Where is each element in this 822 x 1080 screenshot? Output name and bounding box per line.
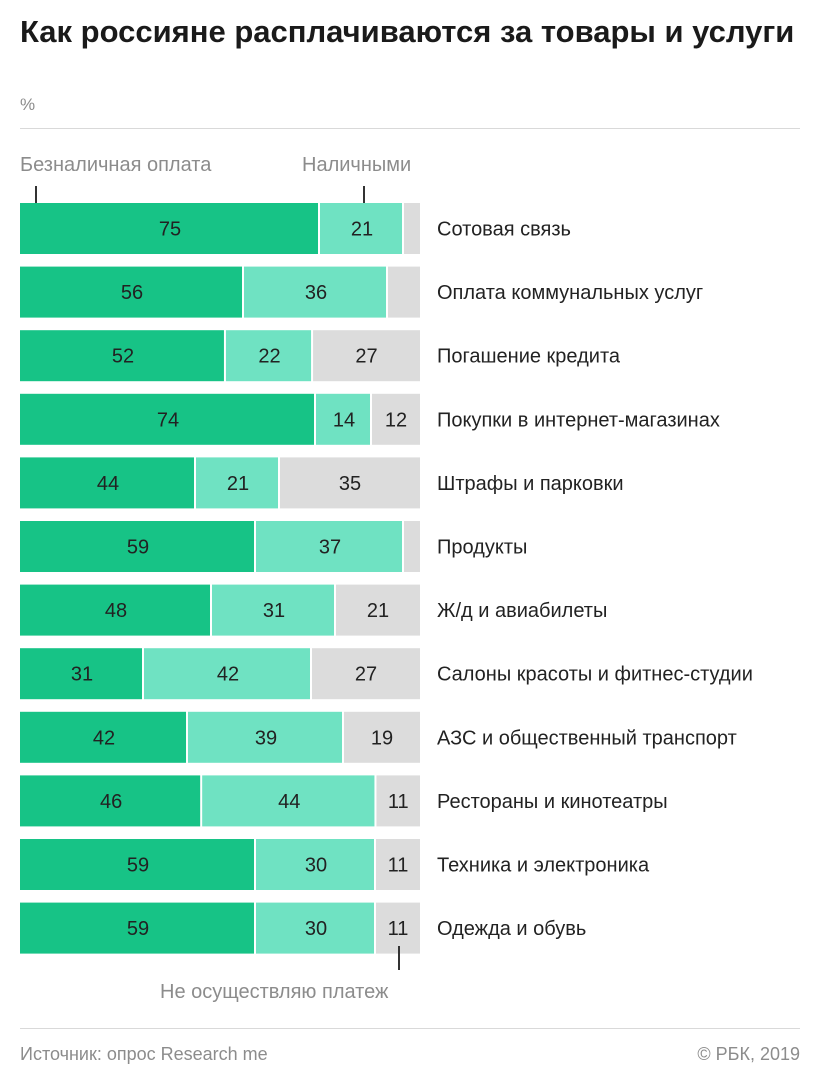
value-label: 59 (127, 537, 149, 559)
bar-segment (212, 584, 334, 636)
bar-segment (372, 393, 420, 445)
bar-segment (404, 521, 420, 572)
bar-segment (196, 457, 278, 509)
value-label: 59 (127, 918, 149, 940)
bar-segment (20, 203, 318, 254)
value-label: 27 (355, 664, 377, 686)
value-label: 36 (305, 282, 327, 304)
bar-segment (188, 711, 342, 763)
value-label: 42 (93, 727, 115, 749)
category-label: Техника и электроника (437, 855, 650, 877)
bar-segment (202, 775, 375, 827)
value-label: 11 (388, 791, 409, 813)
stacked-bar-chart: 75 21 Сотовая связь 56 36 Оплата коммунальных… (20, 203, 753, 954)
bar-segment (256, 902, 374, 954)
category-label: Штрафы и парковки (437, 473, 624, 495)
bar-segment (20, 902, 254, 954)
bar-segment (256, 521, 402, 572)
bar-segment (404, 203, 420, 254)
bar-segment (20, 775, 201, 827)
value-label: 11 (388, 855, 409, 877)
bar-segment (20, 839, 254, 890)
value-label: 27 (355, 346, 377, 368)
category-label: Покупки в интернет-магазинах (437, 409, 720, 431)
value-label: 21 (367, 600, 389, 622)
value-label: 59 (127, 855, 149, 877)
value-label: 11 (388, 918, 409, 940)
category-label: Ж/д и авиабилеты (437, 600, 607, 622)
bar-segment (316, 393, 370, 445)
value-label: 74 (157, 409, 179, 431)
bar-segment (20, 266, 242, 318)
bar-segment (313, 330, 420, 382)
bar-segment (376, 775, 420, 827)
bar-segment (376, 902, 420, 954)
value-label: 56 (121, 282, 143, 304)
category-label: Оплата коммунальных услуг (437, 282, 703, 304)
bar-segment (280, 457, 420, 509)
value-label: 30 (305, 918, 327, 940)
category-label: Погашение кредита (437, 346, 621, 368)
bar-segment (388, 266, 420, 318)
bar-segment (256, 839, 374, 890)
value-label: 44 (97, 473, 119, 495)
bottom-divider (20, 1028, 800, 1029)
value-label: 12 (385, 409, 407, 431)
value-label: 52 (112, 346, 134, 368)
bar-segment (244, 266, 386, 318)
chart-title: Как россияне расплачиваются за товары и … (20, 14, 795, 49)
value-label: 30 (305, 855, 327, 877)
unit-label: % (20, 95, 36, 114)
bar-segment (336, 584, 420, 636)
top-divider (20, 128, 800, 129)
bar-segment (312, 648, 420, 700)
value-label: 39 (255, 727, 277, 749)
bar-segment (376, 839, 420, 890)
value-label: 44 (278, 791, 300, 813)
value-label: 21 (227, 473, 249, 495)
bar-segment (20, 521, 254, 572)
value-label: 19 (371, 727, 393, 749)
value-label: 37 (319, 537, 341, 559)
bar-segment (144, 648, 310, 700)
legend-none-tick (398, 946, 400, 970)
category-label: Сотовая связь (437, 219, 571, 241)
bar-segment (20, 648, 142, 700)
category-label: АЗС и общественный транспорт (437, 727, 737, 749)
category-label: Рестораны и кинотеатры (437, 791, 668, 813)
value-label: 22 (258, 346, 280, 368)
legend-cashless-tick (35, 186, 37, 208)
bar-segment (20, 584, 210, 636)
bar-segment (20, 393, 314, 445)
legend-cash-tick (363, 186, 365, 208)
bar-segment (225, 330, 312, 382)
value-label: 31 (71, 664, 93, 686)
value-label: 42 (217, 664, 239, 686)
category-label: Продукты (437, 537, 527, 559)
value-label: 14 (333, 409, 355, 431)
value-label: 48 (105, 600, 127, 622)
bar-segment (20, 330, 224, 382)
bar-segment (344, 711, 420, 763)
bar-segment (20, 711, 186, 763)
source-note: Источник: опрос Research me (20, 1044, 268, 1064)
legend-none: Не осуществляю платеж (160, 981, 389, 1003)
bar-segment (20, 457, 194, 509)
value-label: 21 (351, 219, 373, 241)
value-label: 35 (339, 473, 361, 495)
category-label: Одежда и обувь (437, 918, 586, 940)
legend-cashless: Безналичная оплата (20, 154, 212, 176)
value-label: 75 (159, 219, 181, 241)
category-label: Салоны красоты и фитнес-студии (437, 664, 753, 686)
value-label: 46 (100, 791, 122, 813)
bar-segment (320, 203, 402, 254)
copyright: © РБК, 2019 (697, 1044, 800, 1064)
value-label: 31 (263, 600, 285, 622)
legend-cash: Наличными (302, 154, 412, 176)
